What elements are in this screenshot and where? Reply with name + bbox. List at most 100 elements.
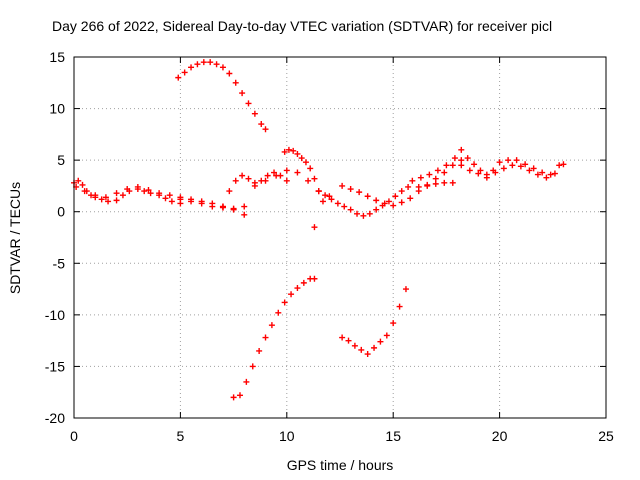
series-bump-b [281,146,326,205]
series-band-d [409,146,563,184]
y-axis-label: SDTVAR / TECUs [7,182,23,294]
data-point [424,181,431,188]
data-point [241,211,248,218]
data-point [113,190,120,197]
data-point [402,286,409,293]
data-point [141,188,148,195]
data-point [492,169,499,176]
data-point [302,159,309,166]
y-tick-label: -15 [45,358,65,374]
data-point [398,199,405,206]
data-point [364,351,371,358]
data-point [271,169,278,176]
data-point [168,198,175,205]
data-point [113,197,120,204]
data-point [341,203,348,210]
y-tick-label: -10 [45,307,65,323]
data-point [277,172,284,179]
data-point [258,121,265,128]
data-point [98,196,105,203]
data-point [268,322,275,329]
data-point [251,110,258,117]
data-point [177,196,184,203]
data-point [198,200,205,207]
data-point [371,344,378,351]
data-point [426,171,433,178]
data-point [156,190,163,197]
x-tick-label: 15 [385,428,401,444]
y-tick-label: -5 [53,255,66,271]
x-tick-label: 20 [492,428,508,444]
data-point [449,162,456,169]
data-point [471,161,478,168]
y-tick-label: -20 [45,410,65,426]
data-point [464,155,471,162]
data-point [522,161,529,168]
data-point [556,162,563,169]
data-point [288,291,295,298]
data-point [441,179,448,186]
data-point [500,165,507,172]
data-point [283,167,290,174]
data-point [249,363,256,370]
series-baseline-a [71,177,184,207]
data-point [517,163,524,170]
data-point [415,183,422,190]
data-point [232,177,239,184]
data-point [311,275,318,282]
series-band-e [415,161,567,190]
data-point [194,61,201,68]
data-point [547,171,554,178]
data-point [366,210,373,217]
y-tick-label: 5 [57,152,65,168]
data-point [245,175,252,182]
data-point [449,179,456,186]
data-point [102,194,109,201]
series-low-b [339,286,409,358]
data-point [322,192,329,199]
data-point [162,195,169,202]
data-point [181,69,188,76]
x-tick-label: 10 [279,428,295,444]
data-point [226,188,233,195]
data-point [417,174,424,181]
series-arc-top [175,59,269,133]
data-point [392,193,399,200]
data-point [356,189,363,196]
data-point [300,279,307,286]
data-point [441,169,448,176]
data-point [443,162,450,169]
data-point [364,193,371,200]
data-point [534,171,541,178]
data-point [351,342,358,349]
series-descent-b [315,183,412,219]
data-point [311,224,318,231]
data-point [385,198,392,205]
data-point [373,206,380,213]
data-point [458,157,465,164]
data-point [200,59,207,66]
chart-title: Day 266 of 2022, Sidereal Day-to-day VTE… [52,18,552,34]
data-point [207,59,214,66]
data-point [226,70,233,77]
data-point [390,320,397,327]
data-point [409,177,416,184]
data-point [347,186,354,193]
data-point [377,338,384,345]
data-point [119,192,126,199]
data-point [334,200,341,207]
data-point [219,64,226,71]
data-point [230,394,237,401]
data-point [232,79,239,86]
x-tick-label: 25 [598,428,614,444]
data-point [434,167,441,174]
data-point [405,183,412,190]
data-point [305,177,312,184]
data-point [290,147,297,154]
data-point [285,146,292,153]
data-point [458,146,465,153]
data-point [381,200,388,207]
y-tick-label: 10 [49,101,65,117]
data-point [560,161,567,168]
